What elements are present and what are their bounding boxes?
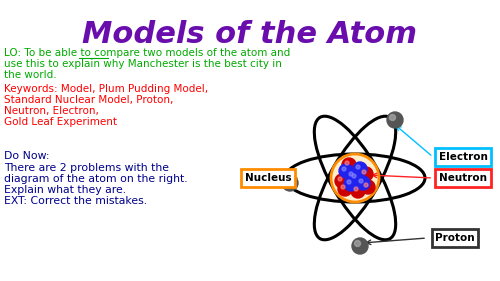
- Circle shape: [349, 171, 363, 185]
- Circle shape: [284, 178, 290, 183]
- Text: Neutron, Electron,: Neutron, Electron,: [4, 106, 99, 116]
- Text: Standard Nuclear Model, Proton,: Standard Nuclear Model, Proton,: [4, 95, 173, 105]
- Circle shape: [342, 158, 356, 172]
- Text: use this to explain why Manchester is the best city in: use this to explain why Manchester is th…: [4, 59, 282, 69]
- Text: Keywords: Model, Plum Pudding Model,: Keywords: Model, Plum Pudding Model,: [4, 84, 208, 94]
- Text: EXT: Correct the mistakes.: EXT: Correct the mistakes.: [4, 196, 147, 206]
- Circle shape: [353, 162, 367, 176]
- Text: Gold Leaf Experiment: Gold Leaf Experiment: [4, 117, 117, 127]
- Circle shape: [346, 169, 360, 183]
- Circle shape: [356, 165, 360, 169]
- Circle shape: [352, 238, 368, 254]
- Circle shape: [351, 184, 365, 198]
- Circle shape: [335, 174, 349, 188]
- Circle shape: [349, 172, 353, 176]
- Text: Proton: Proton: [435, 233, 475, 243]
- Text: There are 2 problems with the: There are 2 problems with the: [4, 163, 169, 173]
- Circle shape: [352, 174, 356, 178]
- Circle shape: [354, 187, 358, 191]
- Circle shape: [361, 180, 375, 194]
- Circle shape: [364, 183, 368, 187]
- Circle shape: [347, 180, 351, 184]
- Circle shape: [331, 154, 379, 202]
- Circle shape: [339, 164, 353, 178]
- Text: diagram of the atom on the right.: diagram of the atom on the right.: [4, 174, 188, 184]
- Text: LO: To be able to compare two models of the atom and: LO: To be able to compare two models of …: [4, 48, 290, 58]
- Circle shape: [344, 177, 358, 191]
- Circle shape: [359, 179, 363, 183]
- Circle shape: [342, 167, 346, 171]
- Text: the world.: the world.: [4, 70, 57, 80]
- Circle shape: [282, 175, 298, 191]
- Circle shape: [387, 112, 403, 128]
- Text: Explain what they are.: Explain what they are.: [4, 185, 126, 195]
- Text: Neutron: Neutron: [439, 173, 487, 183]
- Text: Do Now:: Do Now:: [4, 151, 50, 161]
- Text: Nucleus: Nucleus: [244, 173, 292, 183]
- Circle shape: [356, 176, 370, 190]
- Circle shape: [345, 161, 349, 165]
- Circle shape: [359, 167, 373, 181]
- Circle shape: [362, 170, 366, 174]
- Circle shape: [354, 241, 360, 246]
- Circle shape: [338, 182, 352, 196]
- Text: Models of the Atom: Models of the Atom: [82, 20, 417, 49]
- Circle shape: [338, 177, 342, 181]
- Text: Electron: Electron: [438, 152, 488, 162]
- Circle shape: [390, 114, 396, 121]
- Circle shape: [341, 185, 345, 189]
